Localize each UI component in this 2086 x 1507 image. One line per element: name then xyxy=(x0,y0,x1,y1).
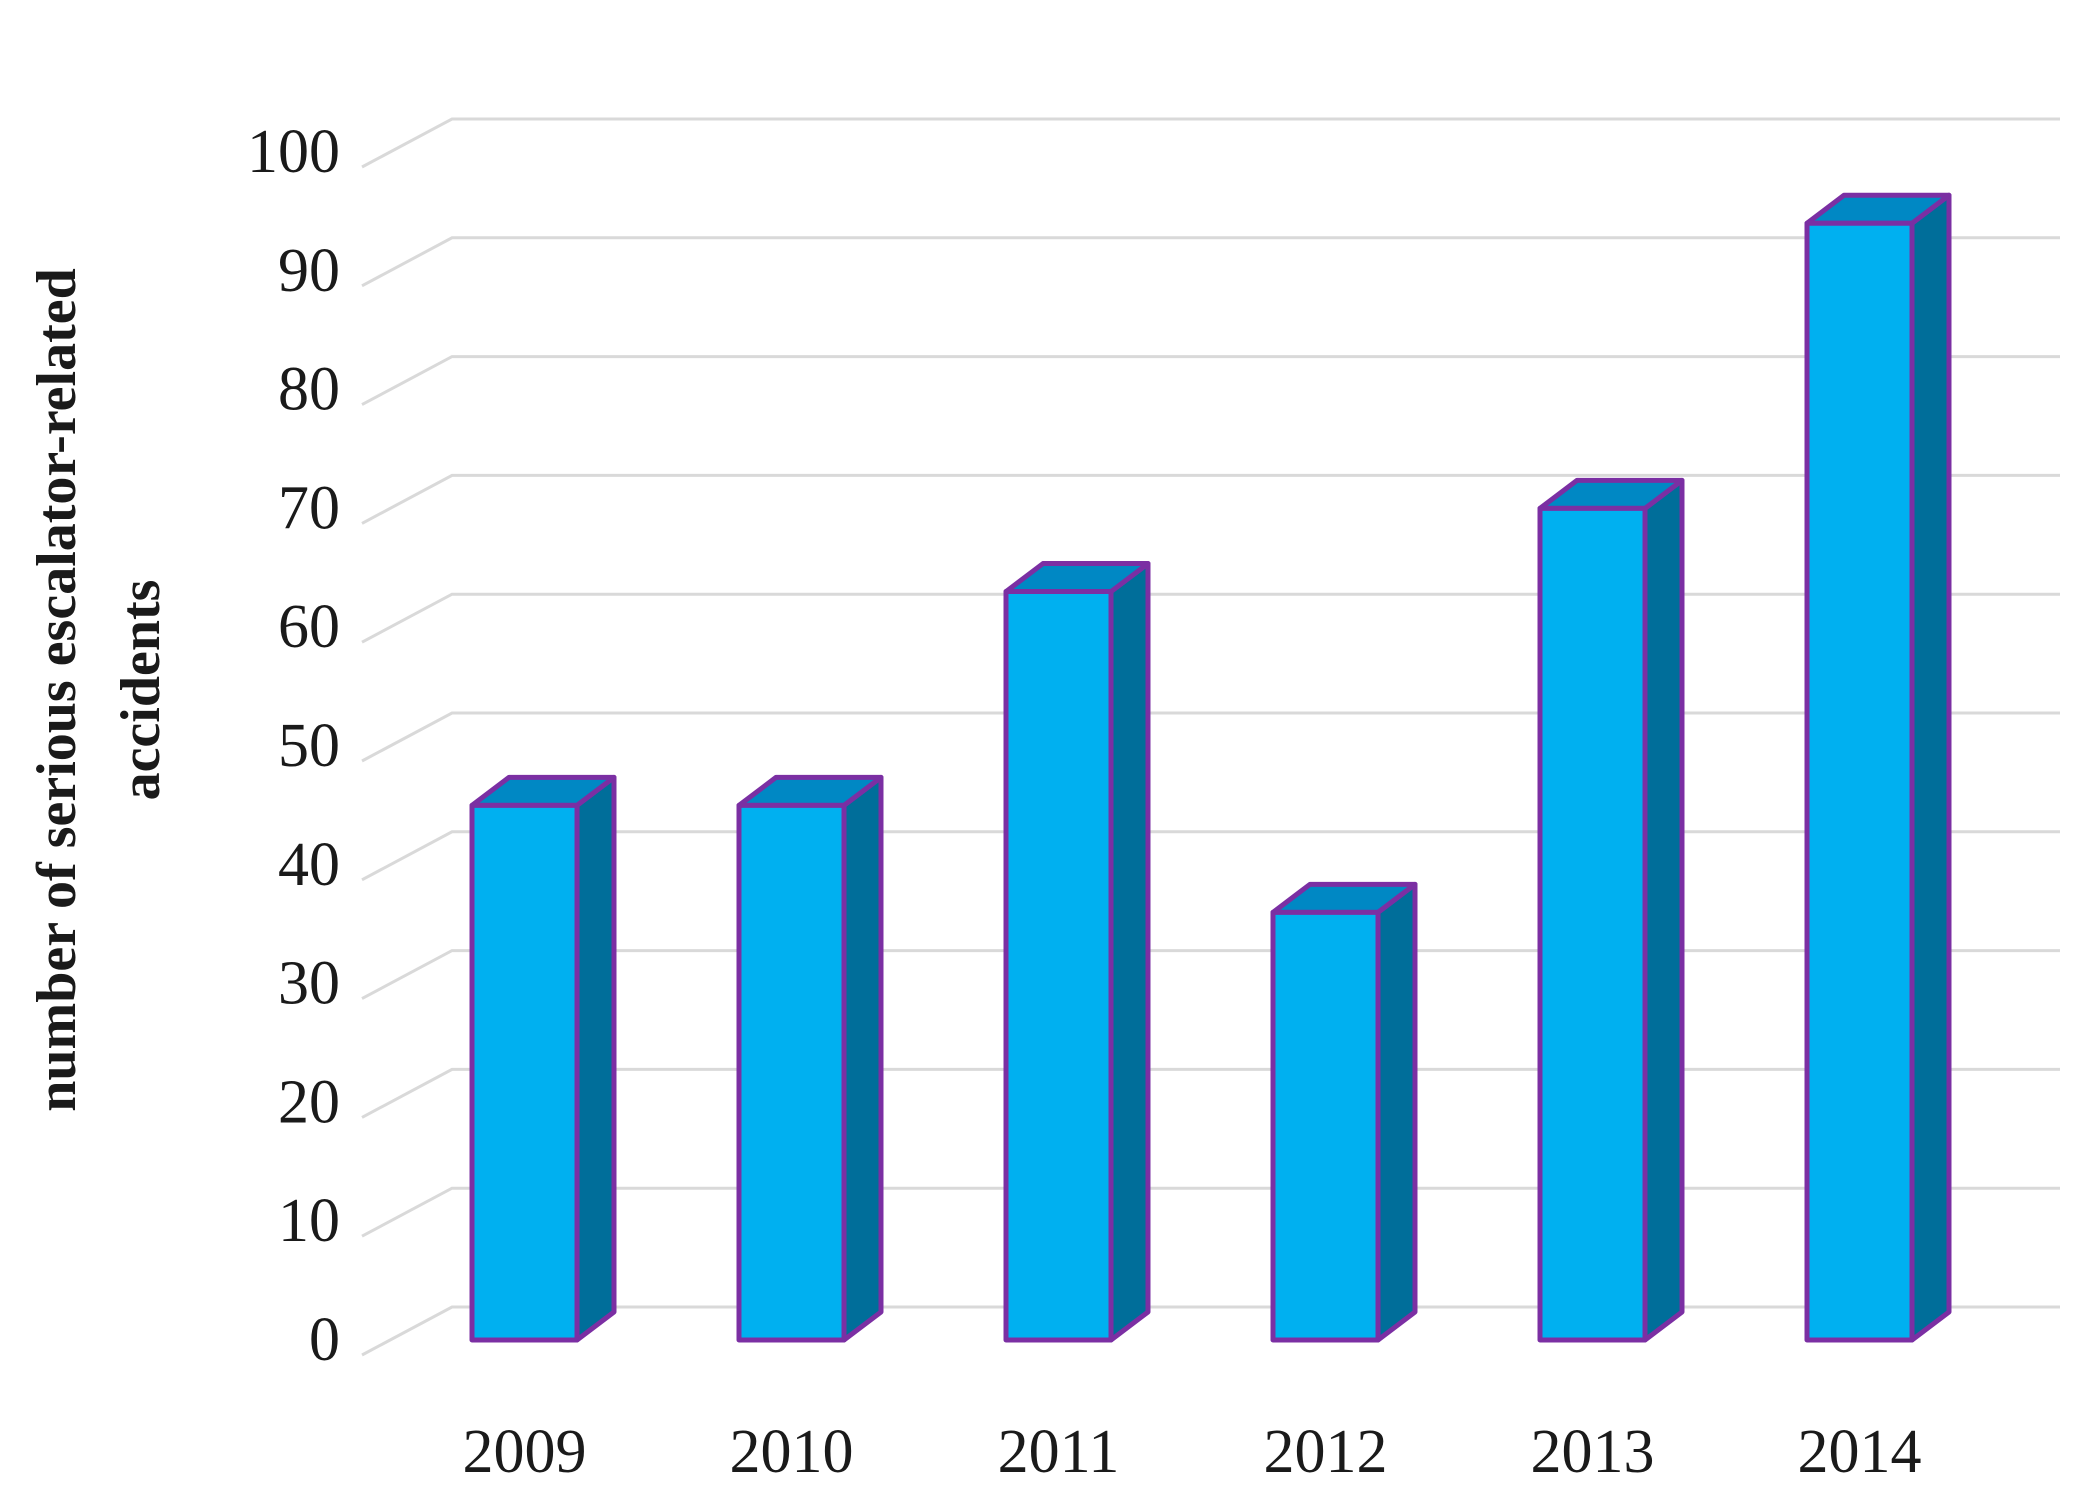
y-tick-label: 40 xyxy=(278,831,340,899)
y-tick-label: 70 xyxy=(278,474,340,542)
bar-front-face xyxy=(469,802,580,1343)
bar xyxy=(1537,477,1685,1343)
y-tick-label: 100 xyxy=(247,118,340,186)
gridline xyxy=(361,355,2060,406)
y-tick-label: 60 xyxy=(278,593,340,661)
bar xyxy=(469,774,617,1343)
bar xyxy=(1270,881,1418,1343)
bar xyxy=(1003,561,1151,1343)
gridline xyxy=(361,473,2060,525)
x-tick-label: 2014 xyxy=(1798,1418,1922,1486)
bar-side-face xyxy=(1108,561,1151,1343)
y-tick-label: 10 xyxy=(278,1187,340,1255)
y-axis-label-line-2: accidents xyxy=(110,580,172,801)
y-tick-label: 50 xyxy=(278,712,340,780)
bar-front-face xyxy=(1804,220,1915,1343)
gridline xyxy=(361,1067,2060,1119)
y-axis-ticks: 0 10 20 30 40 50 60 70 80 90 100 xyxy=(247,118,340,1374)
gridline xyxy=(361,949,2060,1000)
x-tick-label: 2010 xyxy=(730,1418,854,1486)
x-tick-label: 2009 xyxy=(463,1418,587,1486)
bar-side-face xyxy=(841,774,884,1343)
bar xyxy=(736,774,884,1343)
y-tick-label: 0 xyxy=(309,1306,340,1374)
x-tick-label: 2011 xyxy=(998,1418,1120,1486)
bar-front-face xyxy=(1537,505,1648,1343)
bar-side-face xyxy=(574,774,617,1343)
bar-front-face xyxy=(1270,909,1381,1343)
gridline xyxy=(361,711,2060,763)
y-axis-label-line-1: number of serious escalator-related xyxy=(26,268,88,1111)
bar-side-face xyxy=(1909,192,1952,1343)
gridlines xyxy=(361,117,2060,1357)
bar xyxy=(1804,192,1952,1343)
x-tick-label: 2013 xyxy=(1531,1418,1655,1486)
bars xyxy=(469,192,1952,1343)
gridline xyxy=(361,236,2060,288)
bar-front-face xyxy=(1003,589,1114,1343)
y-tick-label: 30 xyxy=(278,950,340,1018)
gridline xyxy=(361,117,2060,169)
y-tick-label: 80 xyxy=(278,356,340,424)
y-tick-label: 90 xyxy=(278,237,340,305)
bar-side-face xyxy=(1642,477,1685,1343)
gridline xyxy=(361,1186,2060,1238)
y-tick-label: 20 xyxy=(278,1068,340,1136)
gridline xyxy=(361,830,2060,882)
x-axis-ticks: 2009 2010 2011 2012 2013 2014 xyxy=(463,1418,1922,1486)
bar-front-face xyxy=(736,802,847,1343)
x-tick-label: 2012 xyxy=(1264,1418,1388,1486)
gridline xyxy=(361,592,2060,644)
bar-side-face xyxy=(1375,881,1418,1343)
gridline xyxy=(361,1305,2060,1357)
y-axis-label: number of serious escalator-related acci… xyxy=(26,268,172,1111)
